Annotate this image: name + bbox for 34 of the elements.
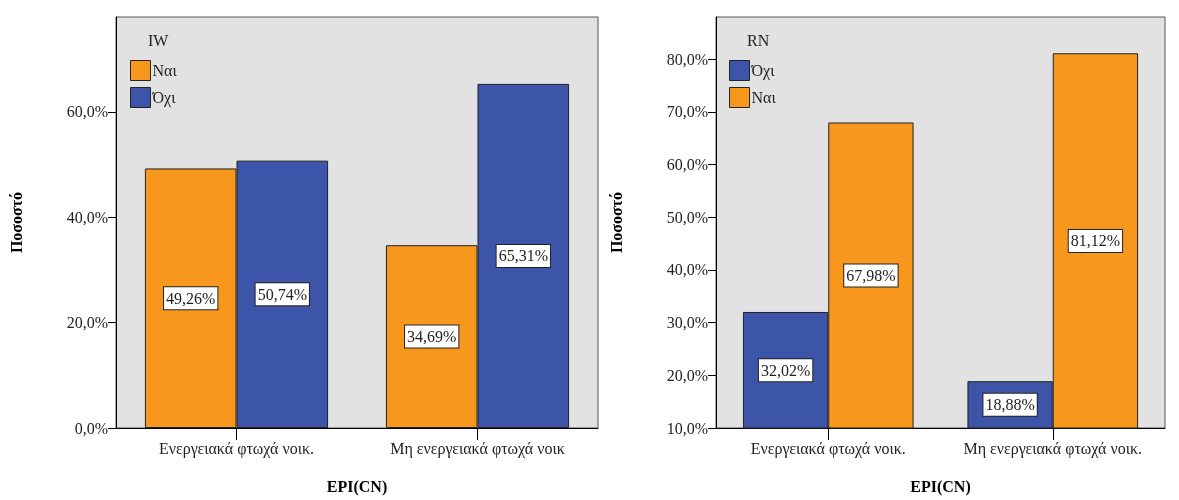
y-tick-label: 20,0%	[666, 366, 708, 384]
x-axis-title: EPI(CN)	[910, 477, 971, 496]
y-tick-label: 60,0%	[666, 156, 708, 174]
data-label: 65,31%	[498, 247, 548, 265]
y-tick-label: 70,0%	[666, 103, 708, 121]
y-tick-label: 40,0%	[66, 208, 108, 226]
y-axis-title: Ποσοστό	[607, 191, 625, 254]
data-label: 81,12%	[1070, 232, 1121, 250]
data-label: 50,74%	[257, 285, 307, 303]
y-tick-label: 0,0%	[74, 419, 108, 437]
x-axis-title: EPI(CN)	[326, 477, 388, 496]
legend-label: Ναι	[152, 62, 178, 79]
x-tick-label: Μη ενεργειακά φτωχά νοικ.	[963, 439, 1143, 458]
data-label: 32,02%	[760, 361, 811, 379]
y-tick-label: 30,0%	[666, 314, 708, 332]
y-tick-label: 80,0%	[666, 50, 708, 68]
legend-label: Ναι	[751, 89, 777, 106]
legend-label: Όχι	[151, 89, 177, 107]
data-label: 67,98%	[846, 266, 896, 284]
y-tick-label: 60,0%	[66, 103, 108, 121]
y-tick-label: 40,0%	[666, 261, 708, 279]
data-label: 49,26%	[166, 289, 216, 307]
y-axis-title: Ποσοστό	[7, 191, 25, 254]
x-tick-label: Ενεργειακά φτωχά νοικ.	[750, 439, 906, 458]
data-label: 18,88%	[985, 396, 1035, 414]
legend-title: IW	[148, 31, 170, 49]
y-tick-label: 50,0%	[666, 208, 708, 226]
y-tick-label: 20,0%	[66, 314, 108, 332]
y-tick-label: 10,0%	[666, 419, 708, 437]
x-tick-label: Ενεργειακά φτωχά νοικ.	[158, 439, 315, 458]
x-tick-label: Μη ενεργειακά φτωχά νοικ	[390, 439, 565, 458]
legend-title: RN	[747, 31, 770, 49]
data-label: 34,69%	[407, 328, 457, 346]
legend-label: Όχι	[750, 62, 776, 80]
